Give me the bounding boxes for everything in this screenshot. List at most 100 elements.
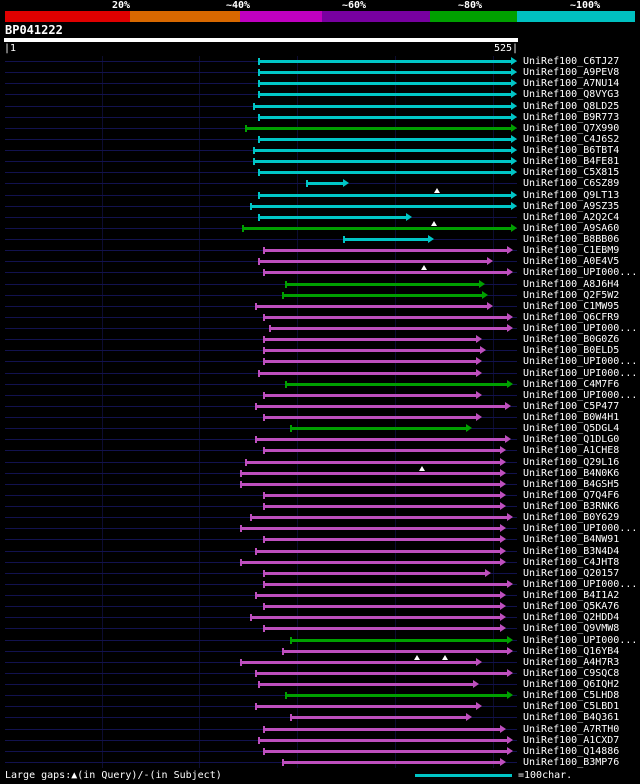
hit-label[interactable]: UniRef100_C6TJ27 [523, 56, 620, 67]
alignment-bar[interactable] [285, 382, 509, 386]
alignment-bar[interactable] [263, 571, 486, 575]
alignment-bar[interactable] [250, 616, 502, 620]
hit-label[interactable]: UniRef100_UPI000... [523, 389, 638, 401]
hit-label[interactable]: UniRef100_A7RTH0 [523, 723, 620, 735]
alignment-bar[interactable] [263, 249, 509, 253]
hit-label[interactable]: UniRef100_B4FE81 [523, 156, 620, 168]
hit-label[interactable]: UniRef100_Q9LT13 [523, 189, 620, 201]
hit-label[interactable]: UniRef100_B0ELD5 [523, 345, 620, 357]
alignment-bar[interactable] [290, 638, 509, 642]
hit-label[interactable]: UniRef100_B0Y629 [523, 512, 620, 524]
hit-label[interactable]: UniRef100_C1EBM9 [523, 245, 620, 257]
hit-label[interactable]: UniRef100_Q2F5W2 [523, 289, 620, 301]
alignment-bar[interactable] [255, 438, 507, 442]
hit-label[interactable]: UniRef100_C5LHD8 [523, 690, 620, 702]
alignment-bar[interactable] [253, 104, 512, 108]
alignment-bar[interactable] [253, 149, 512, 152]
alignment-bar[interactable] [343, 238, 429, 241]
hit-label[interactable]: UniRef100_C5P477 [523, 400, 620, 412]
hit-label[interactable]: UniRef100_C5LBD1 [523, 701, 620, 713]
alignment-bar[interactable] [290, 427, 467, 431]
hit-label[interactable]: UniRef100_B0G0Z6 [523, 334, 620, 346]
hit-label[interactable]: UniRef100_B9R773 [523, 111, 620, 123]
alignment-bar[interactable] [250, 516, 509, 520]
alignment-bar[interactable] [263, 627, 502, 631]
alignment-bar[interactable] [250, 204, 512, 208]
alignment-bar[interactable] [269, 327, 509, 330]
alignment-bar[interactable] [258, 82, 512, 86]
hit-label[interactable]: UniRef100_B3RNK6 [523, 501, 620, 512]
hit-label[interactable]: UniRef100_C4JHT8 [523, 556, 620, 568]
alignment-bar[interactable] [263, 749, 509, 753]
alignment-bar[interactable] [263, 605, 502, 609]
alignment-bar[interactable] [258, 71, 512, 75]
alignment-bar[interactable] [258, 738, 509, 742]
hit-label[interactable]: UniRef100_Q20157 [523, 567, 620, 579]
alignment-bar[interactable] [255, 594, 502, 597]
alignment-bar[interactable] [263, 271, 509, 275]
hit-label[interactable]: UniRef100_UPI000... [523, 523, 638, 535]
hit-label[interactable]: UniRef100_Q6CFR9 [523, 311, 620, 323]
alignment-bar[interactable] [258, 371, 477, 375]
hit-label[interactable]: UniRef100_B0W4H1 [523, 412, 620, 423]
alignment-bar[interactable] [263, 338, 477, 342]
hit-label[interactable]: UniRef100_A9PEV8 [523, 67, 620, 79]
alignment-bar[interactable] [263, 349, 481, 353]
alignment-bar[interactable] [282, 293, 483, 297]
hit-label[interactable]: UniRef100_A2Q2C4 [523, 211, 620, 223]
alignment-bar[interactable] [240, 560, 502, 564]
alignment-bar[interactable] [240, 471, 502, 475]
hit-label[interactable]: UniRef100_A9SA60 [523, 222, 620, 234]
alignment-bar[interactable] [258, 193, 512, 197]
hit-label[interactable]: UniRef100_B6TBT4 [523, 145, 620, 156]
alignment-bar[interactable] [258, 93, 512, 97]
alignment-bar[interactable] [263, 727, 502, 731]
alignment-bar[interactable] [255, 671, 509, 675]
hit-label[interactable]: UniRef100_B3MP76 [523, 756, 620, 768]
alignment-bar[interactable] [258, 115, 512, 119]
alignment-bar[interactable] [263, 315, 509, 319]
hit-label[interactable]: UniRef100_A1CHE8 [523, 445, 620, 457]
hit-label[interactable]: UniRef100_UPI000... [523, 323, 638, 334]
alignment-bar[interactable] [240, 482, 502, 486]
alignment-bar[interactable] [263, 538, 502, 542]
hit-label[interactable]: UniRef100_UPI000... [523, 367, 638, 379]
alignment-bar[interactable] [245, 460, 502, 464]
alignment-bar[interactable] [306, 182, 344, 186]
alignment-bar[interactable] [245, 126, 512, 130]
hit-label[interactable]: UniRef100_B4Q361 [523, 712, 620, 724]
hit-label[interactable]: UniRef100_Q5KA76 [523, 601, 620, 613]
alignment-bar[interactable] [240, 527, 502, 531]
hit-label[interactable]: UniRef100_A9SZ35 [523, 200, 620, 212]
alignment-bar[interactable] [255, 705, 477, 709]
hit-label[interactable]: UniRef100_A4H7R3 [523, 656, 620, 668]
hit-label[interactable]: UniRef100_UPI000... [523, 634, 638, 646]
alignment-bar[interactable] [285, 282, 480, 286]
alignment-bar[interactable] [263, 393, 477, 397]
hit-label[interactable]: UniRef100_C1MW95 [523, 300, 620, 312]
hit-label[interactable]: UniRef100_A7NU14 [523, 78, 620, 90]
hit-label[interactable]: UniRef100_Q7Q4F6 [523, 489, 620, 501]
alignment-bar[interactable] [255, 549, 502, 553]
hit-label[interactable]: UniRef100_Q1DLG0 [523, 434, 620, 446]
alignment-bar[interactable] [242, 226, 512, 230]
alignment-bar[interactable] [258, 215, 407, 219]
hit-label[interactable]: UniRef100_Q7X990 [523, 122, 620, 134]
alignment-bar[interactable] [282, 649, 509, 653]
alignment-bar[interactable] [253, 160, 512, 164]
alignment-bar[interactable] [258, 260, 488, 264]
alignment-bar[interactable] [263, 360, 477, 364]
alignment-bar[interactable] [258, 60, 512, 63]
hit-label[interactable]: UniRef100_Q16YB4 [523, 645, 620, 657]
alignment-bar[interactable] [263, 416, 477, 419]
hit-label[interactable]: UniRef100_C9SQC8 [523, 667, 620, 679]
hit-label[interactable]: UniRef100_UPI000... [523, 356, 638, 368]
hit-label[interactable]: UniRef100_C5X815 [523, 167, 620, 179]
alignment-bar[interactable] [255, 404, 507, 408]
alignment-bar[interactable] [263, 505, 502, 508]
hit-label[interactable]: UniRef100_B4N0K6 [523, 467, 620, 479]
hit-label[interactable]: UniRef100_A1CXD7 [523, 734, 620, 746]
hit-label[interactable]: UniRef100_Q6IQH2 [523, 679, 620, 690]
hit-label[interactable]: UniRef100_A8J6H4 [523, 278, 620, 290]
hit-label[interactable]: UniRef100_Q14886 [523, 745, 620, 757]
